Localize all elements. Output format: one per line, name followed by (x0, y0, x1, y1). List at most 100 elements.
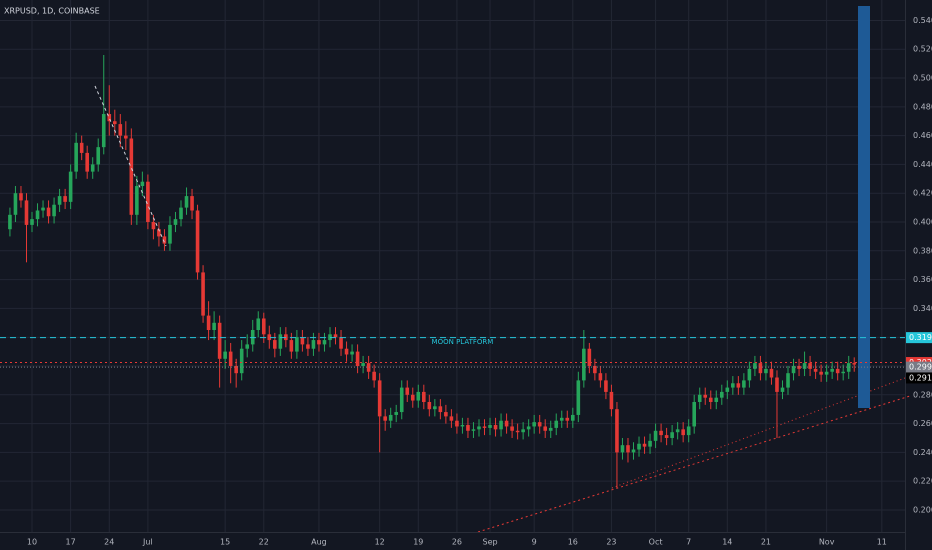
y-tick-label: 0.5400 (913, 16, 932, 25)
candle-body (190, 196, 194, 211)
candle-body (653, 430, 658, 441)
candles (8, 54, 857, 489)
candle-body (234, 365, 238, 374)
candle-body (311, 340, 316, 349)
x-tick-label: 19 (413, 538, 423, 547)
candle-body (576, 380, 581, 415)
candle-body (217, 322, 222, 359)
x-tick-label: 11 (877, 538, 887, 547)
candle-body (444, 412, 448, 417)
y-tick-label: 0.2000 (913, 505, 932, 514)
candle-body (554, 420, 559, 428)
candle-body (289, 340, 294, 352)
candle-body (256, 318, 261, 330)
x-tick-label: 9 (532, 538, 537, 547)
candle-body (366, 363, 371, 372)
x-tick-label: 26 (452, 538, 462, 547)
y-tick-label: 0.3800 (913, 246, 932, 255)
y-tick-label: 0.4800 (913, 102, 932, 111)
candle-body (57, 196, 62, 205)
candle-body (510, 426, 514, 431)
y-tick-label: 0.5000 (913, 74, 932, 83)
candle-body (725, 387, 730, 392)
candle-body (184, 196, 189, 208)
x-tick-label: 17 (66, 538, 76, 547)
chart-title: XRPUSD, 1D, COINBASE (4, 7, 100, 16)
price-label: 0.2992 (909, 363, 932, 372)
candle-body (46, 207, 51, 217)
candle-body (587, 348, 592, 366)
candle-body (582, 348, 586, 381)
candle-body (753, 363, 757, 369)
candle-body (493, 425, 498, 430)
y-tick-label: 0.2600 (913, 419, 932, 428)
candle-body (13, 193, 18, 215)
projection-box (858, 6, 870, 408)
candle-body (697, 394, 702, 402)
candle-body (350, 351, 354, 355)
y-tick-label: 0.4600 (913, 131, 932, 140)
x-tick-label: Aug (311, 538, 327, 547)
candle-body (162, 236, 167, 244)
x-tick-label: 7 (686, 538, 691, 547)
x-tick-label: 21 (761, 538, 771, 547)
candle-body (422, 391, 426, 402)
candle-body (317, 340, 321, 345)
x-tick-label: 15 (220, 538, 230, 547)
candle-body (383, 416, 387, 421)
candle-body (361, 363, 365, 366)
candle-body (24, 200, 29, 225)
candle-body (372, 371, 376, 381)
candle-body (460, 425, 465, 427)
price-label-bg (906, 361, 932, 373)
x-tick-label: 24 (104, 538, 114, 547)
y-tick-label: 0.4400 (913, 160, 932, 169)
candle-body (482, 426, 487, 428)
candle-body (195, 210, 200, 273)
candle-body (570, 414, 575, 421)
grid (0, 0, 905, 532)
y-tick-label: 0.4200 (913, 189, 932, 198)
candle-body (681, 429, 685, 436)
candle-body (736, 383, 741, 388)
candle-body (322, 340, 327, 345)
x-tick-label: Sep (482, 538, 497, 547)
candle-body (173, 219, 178, 225)
candle-body (74, 142, 78, 172)
y-tick-label: 0.2200 (913, 477, 932, 486)
candle-body (201, 272, 205, 316)
candle-body (146, 181, 150, 223)
candle-body (504, 420, 509, 427)
candle-body (306, 344, 310, 349)
candle-body (377, 380, 382, 417)
x-tick-label: 14 (722, 538, 732, 547)
candle-body (515, 430, 520, 433)
candle-body (19, 193, 23, 201)
candle-body (157, 229, 161, 237)
candle-body (824, 371, 829, 375)
candle-body (212, 322, 216, 330)
candle-body (808, 363, 812, 369)
candle-body (35, 210, 40, 220)
candle-body (780, 387, 785, 392)
candle-body (477, 426, 481, 430)
candle-body (300, 337, 305, 345)
candle-body (659, 430, 663, 436)
candle-body (609, 391, 614, 410)
candle-body (488, 425, 492, 428)
candle-body (355, 351, 360, 366)
candle-body (593, 365, 597, 374)
candle-body (30, 219, 34, 225)
candle-body (747, 368, 752, 381)
candle-body (140, 181, 145, 187)
candle-body (151, 222, 156, 230)
candle-body (96, 147, 101, 165)
candle-body (333, 334, 338, 338)
candle-body (797, 365, 801, 369)
candle-body (466, 425, 470, 431)
candle-body (648, 440, 652, 447)
y-tick-label: 0.2400 (913, 448, 932, 457)
candle-body (802, 363, 807, 369)
candle-body (692, 401, 697, 427)
candle-body (416, 391, 421, 401)
